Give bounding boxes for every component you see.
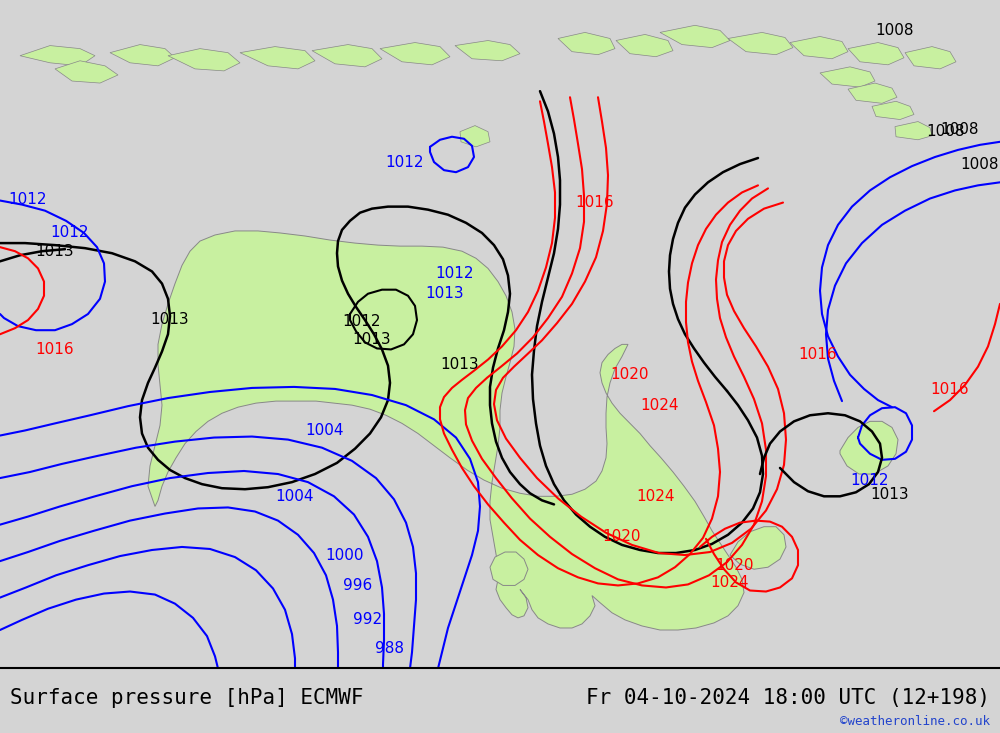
Polygon shape: [848, 83, 897, 103]
Polygon shape: [110, 45, 175, 66]
Text: 1000: 1000: [326, 548, 364, 562]
Text: 1004: 1004: [306, 423, 344, 438]
Polygon shape: [312, 45, 382, 67]
Text: 1020: 1020: [611, 367, 649, 383]
Polygon shape: [848, 43, 904, 65]
Polygon shape: [380, 43, 450, 65]
Text: 1004: 1004: [276, 489, 314, 504]
Text: 1012: 1012: [851, 473, 889, 487]
Text: 1016: 1016: [931, 383, 969, 397]
Text: 1013: 1013: [426, 286, 464, 301]
Polygon shape: [728, 32, 793, 55]
Polygon shape: [455, 40, 520, 61]
Text: Surface pressure [hPa] ECMWF: Surface pressure [hPa] ECMWF: [10, 688, 364, 707]
Text: 1024: 1024: [641, 397, 679, 413]
Text: 1016: 1016: [36, 342, 74, 357]
Text: 1020: 1020: [603, 529, 641, 545]
Polygon shape: [840, 421, 898, 474]
Polygon shape: [616, 34, 673, 56]
Text: 988: 988: [376, 641, 404, 656]
Text: 1016: 1016: [576, 195, 614, 210]
Text: 996: 996: [343, 578, 373, 593]
Polygon shape: [730, 527, 786, 570]
Polygon shape: [460, 125, 490, 147]
Text: 1012: 1012: [9, 192, 47, 207]
Text: 1008: 1008: [961, 157, 999, 172]
Polygon shape: [55, 61, 118, 83]
Text: 1012: 1012: [436, 266, 474, 281]
Text: 1013: 1013: [151, 312, 189, 327]
Text: 1013: 1013: [353, 332, 391, 347]
Polygon shape: [820, 67, 875, 87]
Text: 1008: 1008: [941, 122, 979, 137]
Polygon shape: [790, 37, 848, 59]
Polygon shape: [660, 26, 730, 48]
Text: 1012: 1012: [51, 226, 89, 240]
Text: 1013: 1013: [871, 487, 909, 502]
Polygon shape: [168, 48, 240, 71]
Text: 1016: 1016: [799, 347, 837, 362]
Text: 1013: 1013: [441, 357, 479, 372]
Text: 992: 992: [353, 612, 383, 627]
Text: 1008: 1008: [927, 124, 965, 139]
Text: Fr 04-10-2024 18:00 UTC (12+198): Fr 04-10-2024 18:00 UTC (12+198): [586, 688, 990, 707]
Polygon shape: [240, 47, 315, 69]
Polygon shape: [872, 101, 914, 119]
Polygon shape: [20, 45, 95, 66]
Text: ©weatheronline.co.uk: ©weatheronline.co.uk: [840, 715, 990, 728]
Text: 1012: 1012: [343, 314, 381, 328]
Text: 1013: 1013: [36, 243, 74, 259]
Text: 1024: 1024: [711, 575, 749, 590]
Polygon shape: [895, 122, 932, 140]
Polygon shape: [558, 32, 615, 55]
Text: 1012: 1012: [386, 155, 424, 169]
Text: 1020: 1020: [716, 558, 754, 572]
Polygon shape: [490, 552, 528, 586]
Polygon shape: [905, 47, 956, 69]
Polygon shape: [148, 231, 744, 630]
Text: 1008: 1008: [876, 23, 914, 38]
Text: 1024: 1024: [637, 489, 675, 504]
